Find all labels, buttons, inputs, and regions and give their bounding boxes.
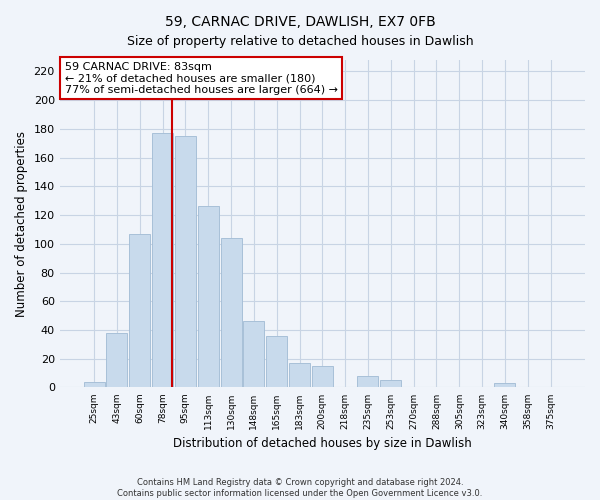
Text: Size of property relative to detached houses in Dawlish: Size of property relative to detached ho… [127, 35, 473, 48]
Bar [106, 333, 127, 388]
Bar [197, 206, 218, 388]
Bar [380, 380, 401, 388]
Bar [129, 234, 150, 388]
Text: 59, CARNAC DRIVE, DAWLISH, EX7 0FB: 59, CARNAC DRIVE, DAWLISH, EX7 0FB [164, 15, 436, 29]
Text: 59 CARNAC DRIVE: 83sqm
← 21% of detached houses are smaller (180)
77% of semi-de: 59 CARNAC DRIVE: 83sqm ← 21% of detached… [65, 62, 338, 95]
Bar [266, 336, 287, 388]
Bar [221, 238, 242, 388]
Y-axis label: Number of detached properties: Number of detached properties [15, 130, 28, 316]
Bar [358, 376, 379, 388]
Bar [175, 136, 196, 388]
X-axis label: Distribution of detached houses by size in Dawlish: Distribution of detached houses by size … [173, 437, 472, 450]
Bar [289, 363, 310, 388]
Bar [494, 383, 515, 388]
Bar [244, 322, 265, 388]
Text: Contains HM Land Registry data © Crown copyright and database right 2024.
Contai: Contains HM Land Registry data © Crown c… [118, 478, 482, 498]
Bar [152, 133, 173, 388]
Bar [83, 382, 104, 388]
Bar [312, 366, 333, 388]
